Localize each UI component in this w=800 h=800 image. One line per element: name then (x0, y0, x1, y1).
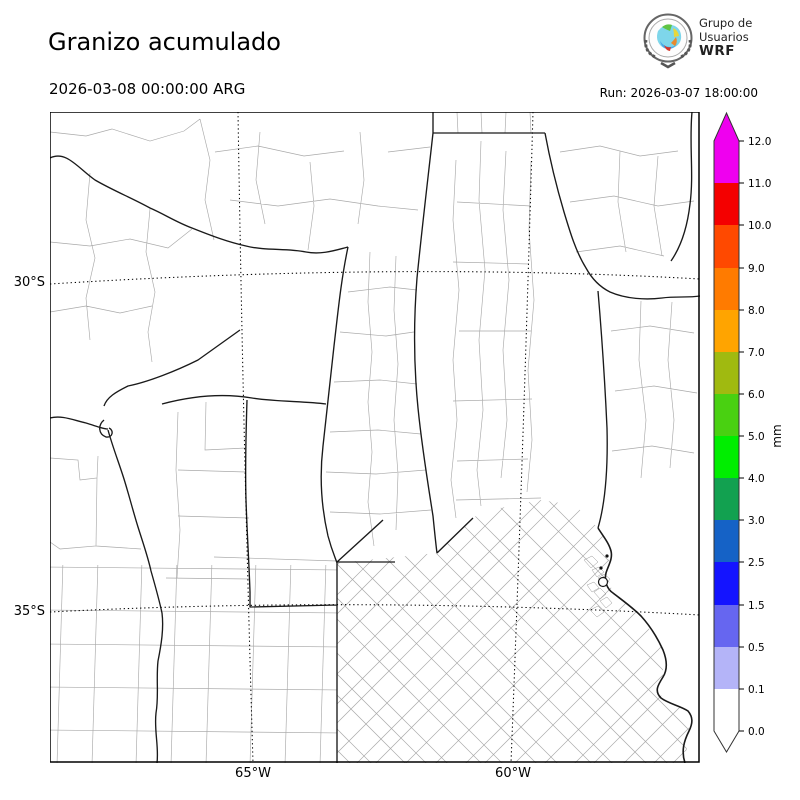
colorbar-tick-label: 4.0 (748, 473, 765, 485)
department-borders (50, 112, 698, 580)
colorbar-segment (714, 183, 739, 225)
colorbar-tick-label: 2.5 (748, 557, 765, 569)
colorbar-over-arrow (714, 113, 739, 141)
colorbar-tick-label: 0.1 (748, 684, 765, 696)
logo-emblem-icon (643, 13, 693, 69)
colorbar-tick-label: 8.0 (748, 305, 765, 317)
colorbar-tick-label: 0.5 (748, 642, 765, 654)
colorbar-tick-label: 3.0 (748, 515, 765, 527)
gridline-65w (237, 112, 254, 763)
amba-cluster (583, 555, 613, 618)
colorbar-segment (714, 310, 739, 352)
wrf-logo (640, 11, 696, 69)
colorbar-tick-label: 0.0 (748, 726, 765, 738)
colorbar-tick-marks (739, 140, 744, 732)
province-borders (50, 112, 700, 763)
colorbar-segment (714, 352, 739, 394)
colorbar-segment (714, 478, 739, 520)
colorbar-segment (714, 225, 739, 268)
colorbar-segment (714, 689, 739, 731)
colorbar-tick-label: 9.0 (748, 263, 765, 275)
colorbar-unit-label: mm (770, 424, 784, 447)
colorbar-segment (714, 520, 739, 562)
logo-text: Grupo de Usuarios WRF (699, 16, 752, 58)
lon-label-65w: 65°W (235, 766, 271, 781)
colorbar-tick-labels: 12.0 11.0 10.0 9.0 8.0 7.0 6.0 5.0 4.0 3… (748, 136, 771, 738)
map-canvas (49, 111, 700, 763)
lapampa-grid (50, 565, 337, 763)
coastline (597, 527, 693, 763)
gridline-30s (50, 271, 700, 285)
lon-label-60w: 60°W (495, 766, 531, 781)
colorbar-tick-label: 7.0 (748, 347, 765, 359)
lat-label-35s: 35°S (13, 604, 45, 619)
map-figure (49, 111, 700, 763)
city-dot (599, 566, 603, 570)
colorbar-segment (714, 436, 739, 478)
logo-line-3: WRF (699, 43, 736, 59)
run-time-label: Run: 2026-03-07 18:00:00 (599, 86, 758, 100)
logo-line-1: Grupo de (699, 16, 753, 30)
colorbar-tick-label: 5.0 (748, 431, 765, 443)
colorbar-tick-label: 10.0 (748, 220, 771, 232)
colorbar-tick-label: 1.5 (748, 600, 765, 612)
colorbar-tick-label: 6.0 (748, 389, 765, 401)
lat-label-30s: 30°S (13, 275, 45, 290)
colorbar-segment (714, 647, 739, 689)
colorbar-under-arrow (714, 731, 739, 752)
colorbar-segments (714, 141, 739, 731)
page-title: Granizo acumulado (48, 28, 281, 56)
colorbar-segment (714, 562, 739, 605)
valid-time-label: 2026-03-08 00:00:00 ARG (49, 80, 246, 98)
map-frame (49, 111, 700, 763)
colorbar-tick-label: 12.0 (748, 136, 771, 148)
colorbar: 12.0 11.0 10.0 9.0 8.0 7.0 6.0 5.0 4.0 3… (700, 100, 800, 770)
colorbar-tick-label: 11.0 (748, 178, 771, 190)
gridline-60w (510, 112, 534, 763)
colorbar-segment (714, 268, 739, 310)
colorbar-segment (714, 394, 739, 436)
colorbar-canvas: 12.0 11.0 10.0 9.0 8.0 7.0 6.0 5.0 4.0 3… (713, 111, 784, 753)
colorbar-segment (714, 141, 739, 183)
bay-circle (597, 576, 609, 588)
logo-line-2: Usuarios (699, 30, 749, 44)
colorbar-segment (714, 605, 739, 647)
city-dot (605, 554, 609, 558)
